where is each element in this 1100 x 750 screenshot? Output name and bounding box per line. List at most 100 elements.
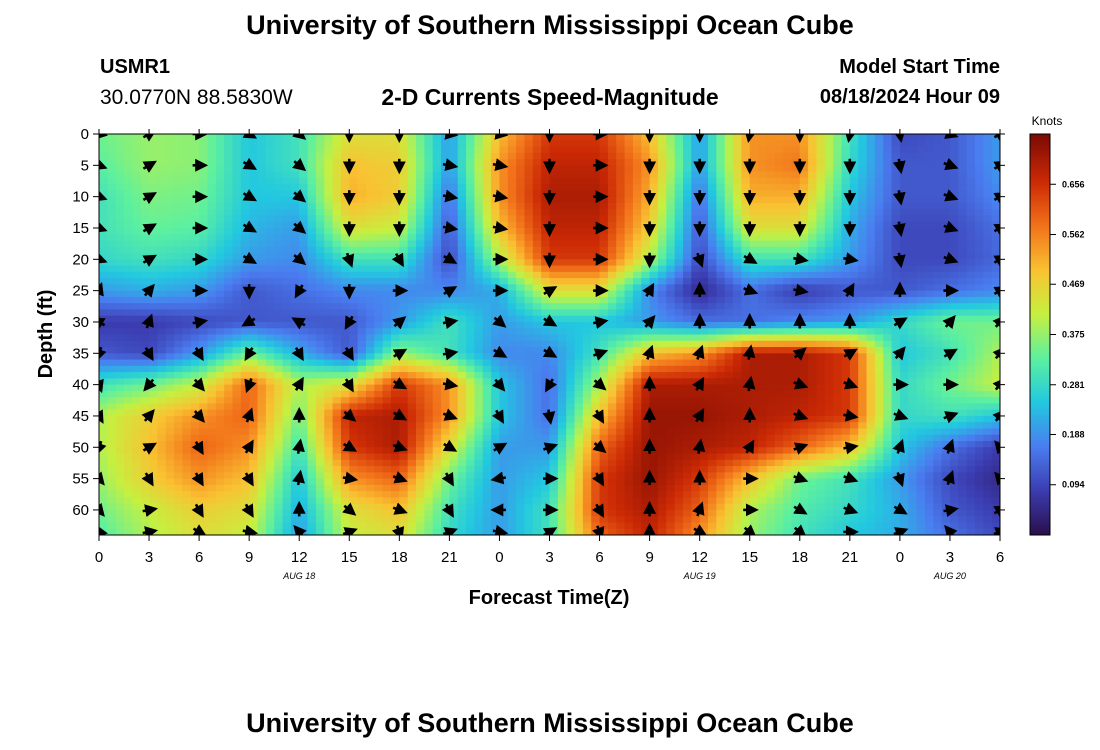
heatmap-cell	[232, 278, 242, 285]
heatmap-cell	[666, 152, 676, 160]
heatmap-cell	[424, 378, 434, 386]
heatmap-cell	[499, 271, 509, 279]
heatmap-cell	[282, 190, 292, 198]
heatmap-cell	[816, 403, 826, 411]
heatmap-cell	[783, 209, 793, 217]
heatmap-cell	[215, 347, 225, 354]
heatmap-cell	[340, 403, 350, 411]
heatmap-cell	[874, 397, 884, 405]
heatmap-cell	[357, 340, 367, 348]
heatmap-cell	[983, 246, 993, 254]
heatmap-cell	[682, 265, 692, 273]
heatmap-cell	[632, 165, 642, 173]
heatmap-cell	[599, 296, 609, 304]
heatmap-cell	[290, 246, 300, 254]
heatmap-cell	[557, 215, 567, 223]
heatmap-cell	[307, 278, 317, 285]
heatmap-cell	[557, 165, 567, 173]
heatmap-cell	[749, 215, 759, 223]
heatmap-cell	[774, 196, 784, 204]
heatmap-cell	[657, 202, 667, 210]
heatmap-cell	[132, 422, 142, 430]
heatmap-cell	[774, 246, 784, 254]
heatmap-cell	[449, 146, 459, 154]
heatmap-cell	[224, 196, 234, 204]
heatmap-cell	[682, 140, 692, 148]
heatmap-cell	[958, 321, 968, 329]
heatmap-cell	[499, 234, 509, 242]
heatmap-cell	[232, 415, 242, 423]
heatmap-cell	[199, 422, 209, 430]
heatmap-cell	[574, 227, 584, 235]
heatmap-cell	[499, 409, 509, 417]
heatmap-cell	[190, 278, 200, 285]
heatmap-cell	[758, 209, 767, 217]
heatmap-cell	[708, 365, 717, 373]
heatmap-cell	[215, 265, 225, 273]
heatmap-cell	[783, 365, 793, 373]
heatmap-cell	[307, 246, 317, 254]
heatmap-cell	[724, 328, 734, 336]
heatmap-cell	[833, 246, 843, 254]
heatmap-cell	[958, 328, 968, 336]
heatmap-cell	[591, 165, 601, 173]
heatmap-cell	[224, 397, 234, 405]
heatmap-cell	[966, 378, 976, 386]
heatmap-cell	[616, 321, 626, 329]
heatmap-cell	[482, 259, 492, 267]
heatmap-cell	[974, 240, 984, 248]
heatmap-cell	[232, 271, 242, 279]
heatmap-cell	[332, 403, 342, 411]
heatmap-cell	[215, 140, 225, 148]
heatmap-cell	[649, 384, 659, 392]
heatmap-cell	[332, 321, 342, 329]
heatmap-cell	[933, 384, 943, 392]
heatmap-cell	[974, 209, 984, 217]
heatmap-cell	[607, 240, 617, 248]
heatmap-cell	[916, 378, 926, 386]
heatmap-cell	[115, 240, 125, 248]
heatmap-cell	[899, 403, 909, 411]
heatmap-cell	[365, 184, 375, 191]
heatmap-cell	[582, 353, 592, 361]
heatmap-cell	[624, 259, 634, 267]
heatmap-cell	[666, 253, 676, 260]
heatmap-cell	[624, 227, 634, 235]
heatmap-cell	[657, 315, 667, 323]
heatmap-cell	[708, 240, 717, 248]
heatmap-cell	[299, 290, 309, 298]
heatmap-cell	[682, 152, 692, 160]
heatmap-cell	[240, 403, 250, 411]
heatmap-cell	[724, 140, 734, 148]
heatmap-cell	[682, 321, 692, 329]
heatmap-cell	[507, 378, 517, 386]
heatmap-cell	[933, 353, 943, 361]
heatmap-cell	[808, 134, 818, 141]
heatmap-cell	[833, 334, 843, 342]
heatmap-cell	[574, 409, 584, 417]
heatmap-cell	[983, 159, 993, 166]
heatmap-cell	[507, 240, 517, 248]
heatmap-cell	[624, 303, 634, 311]
heatmap-cell	[716, 259, 726, 267]
heatmap-cell	[407, 340, 417, 348]
heatmap-cell	[365, 365, 375, 373]
heatmap-cell	[624, 409, 634, 417]
heatmap-cell	[616, 227, 626, 235]
heatmap-cell	[524, 159, 534, 166]
heatmap-cell	[833, 259, 843, 267]
heatmap-cell	[332, 159, 342, 166]
heatmap-cell	[224, 365, 234, 373]
heatmap-cell	[174, 390, 184, 398]
heatmap-cell	[808, 378, 818, 386]
heatmap-cell	[858, 184, 868, 191]
heatmap-cell	[599, 409, 609, 417]
heatmap-cell	[866, 397, 876, 405]
heatmap-cell	[666, 202, 676, 210]
heatmap-cell	[282, 422, 292, 430]
heatmap-cell	[99, 328, 108, 336]
heatmap-cell	[532, 284, 542, 292]
heatmap-cell	[257, 190, 267, 198]
heatmap-cell	[616, 146, 626, 154]
heatmap-cell	[607, 296, 617, 304]
